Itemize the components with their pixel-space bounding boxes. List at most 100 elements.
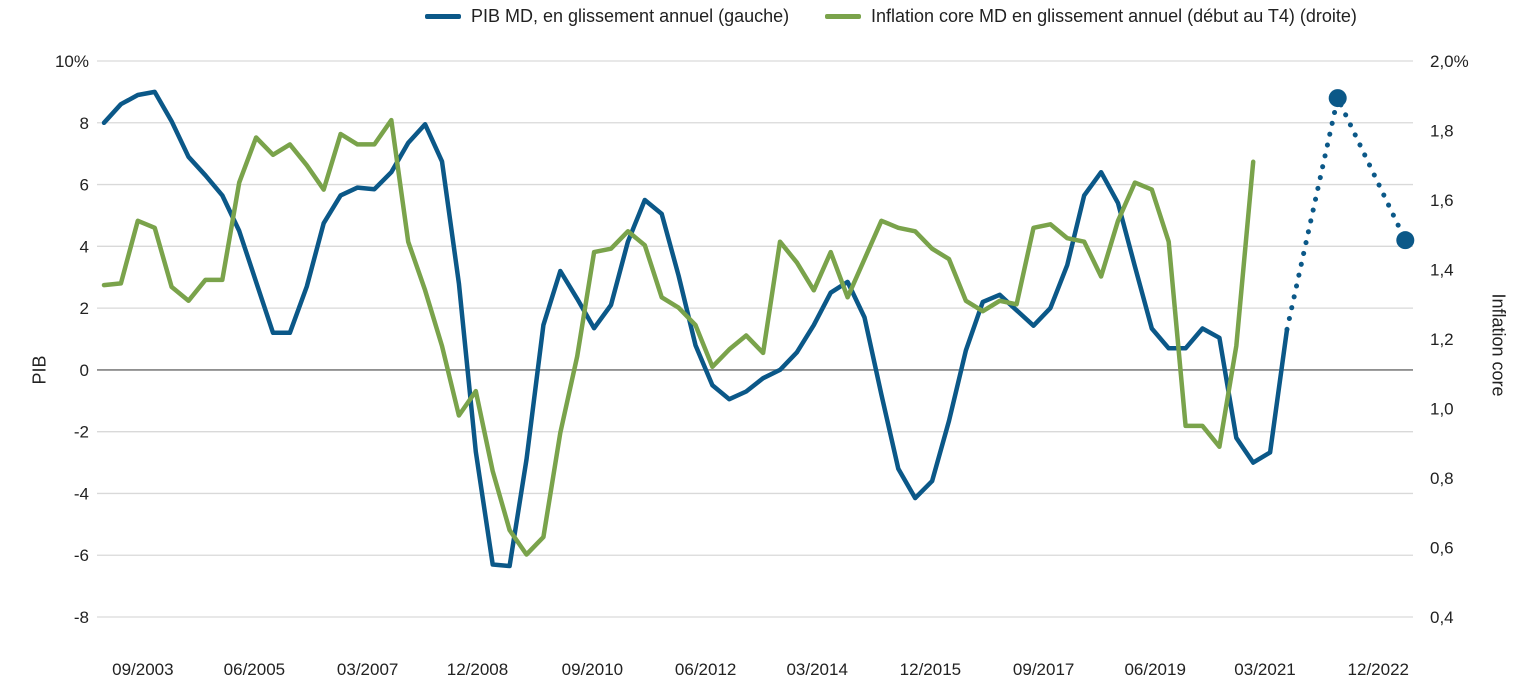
pib-point [119,103,123,106]
inflation-point [880,219,883,223]
legend-swatch-blue [425,14,461,19]
inflation-point [119,282,123,285]
pib-point [863,316,866,319]
x-tick-label: 06/2019 [1124,660,1185,679]
pib-point [1049,306,1052,310]
inflation-point [829,250,832,254]
y-left-tick-label: 8 [80,114,89,133]
pib-point [1218,336,1221,339]
pib-point [829,291,832,294]
y-right-tick-label: 1,2 [1430,330,1454,349]
pib-point [1032,324,1035,327]
pib-point [964,349,968,352]
inflation-point [508,528,511,532]
pib-point [761,377,765,380]
pib-point [1235,436,1238,440]
pib-point [880,393,883,396]
inflation-point [423,289,427,292]
inflation-point [660,296,663,299]
inflation-point [271,153,275,157]
pib-point [390,171,393,174]
inflation-point [440,344,444,348]
x-tick-label: 06/2005 [224,660,285,679]
inflation-point [390,118,393,122]
inflation-point [1184,424,1187,428]
pib-point [1184,347,1187,350]
pib-point [1015,309,1018,312]
y-right-tick-label: 1,6 [1430,191,1454,210]
pib-point [998,293,1001,297]
inflation-point [812,289,815,292]
pib-point [711,384,714,387]
inflation-point [711,365,714,368]
x-tick-label: 03/2021 [1234,660,1295,679]
inflation-point [1083,240,1086,243]
inflation-point [728,348,731,351]
y-right-tick-label: 0,6 [1430,539,1454,558]
pib-point [288,331,292,335]
pib-point [1083,194,1086,197]
pib-point [660,212,663,216]
inflation-point [1235,344,1238,348]
inflation-point [998,299,1001,302]
legend-label-inflation: Inflation core MD en glissement annuel (… [871,6,1357,26]
y-left-tick-label: -2 [74,423,89,442]
pib-point [728,398,731,401]
inflation-point [761,351,765,355]
pib-point [1167,347,1170,350]
pib-point [795,351,799,354]
inflation-point [559,431,562,435]
pib-point [947,419,951,423]
inflation-point [136,219,139,223]
inflation-point [356,143,359,146]
inflation-point [1252,160,1255,163]
inflation-point [1150,188,1154,191]
x-tick-label: 06/2012 [675,660,736,679]
inflation-point [609,247,613,250]
pib-point [221,194,224,197]
y-right-tick-label: 0,4 [1430,608,1454,627]
pib-point [846,280,849,284]
pib-point [305,285,308,288]
inflation-point [322,188,325,191]
pib-point [677,274,680,277]
y-left-tick-label: 0 [80,361,89,380]
x-tick-label: 12/2015 [900,660,961,679]
pib-point [1116,201,1120,205]
inflation-point [1201,424,1204,428]
inflation-point [694,323,697,327]
pib-point [356,186,359,189]
pib-point [153,90,156,94]
pib-point [542,323,545,327]
inflation-point [1032,226,1035,229]
inflation-point [1099,275,1103,278]
inflation-point [981,310,984,313]
pib-point [745,390,748,393]
y-left-tick-label: 6 [80,176,89,195]
inflation-point [373,143,376,146]
inflation-point [1133,181,1137,184]
inflation-point [846,296,849,299]
inflation-point [254,136,258,139]
pib-forecast-dotted-line [1284,90,1408,332]
x-tick-label: 12/2022 [1348,660,1409,679]
inflation-point [795,261,799,264]
inflation-point [525,553,528,556]
pib-point [1268,451,1272,454]
pib-point [914,496,917,500]
pib-point [102,121,106,124]
pib-point [1099,171,1103,174]
pib-point [525,458,528,461]
y-right-tick-label: 1,8 [1430,122,1454,141]
pib-point [1252,461,1255,464]
inflation-point [897,226,900,229]
pib-point [559,269,562,273]
pib-point [407,141,410,145]
inflation-point [964,299,968,302]
pib-point [1066,263,1069,267]
inflation-point [1116,219,1120,223]
inflation-point [930,247,934,250]
y-left-tick-label: -4 [74,484,89,503]
legend-item-pib: PIB MD, en glissement annuel (gauche) [425,6,789,27]
